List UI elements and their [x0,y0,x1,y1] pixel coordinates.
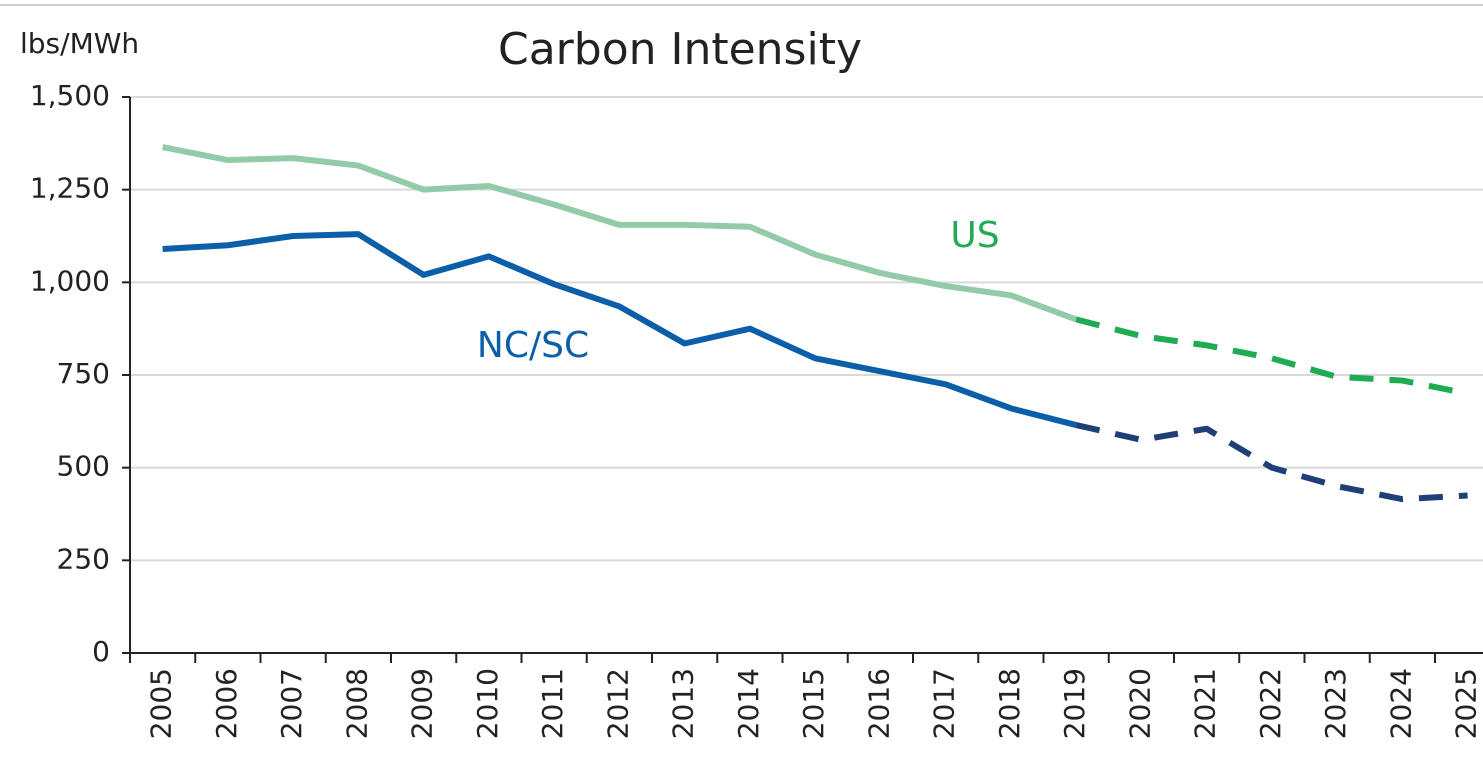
x-tick-label: 2012 [601,668,634,739]
x-tick-label: 2016 [862,668,895,739]
x-tick-label: 2023 [1319,668,1352,739]
x-tick-label: 2008 [340,668,373,739]
x-tick-label: 2006 [210,668,243,739]
y-tick-label: 250 [57,542,110,575]
series-projection-line [1075,316,1469,397]
y-tick-label: 0 [92,635,110,668]
y-tick-label: 1,250 [30,172,110,205]
chart-title: Carbon Intensity [498,24,862,75]
series-label: NC/SC [477,325,589,366]
series-line [162,144,1078,323]
series-line [162,231,1077,428]
x-tick-label: 2010 [471,668,504,739]
x-tick-label: 2018 [993,668,1026,739]
x-tick-label: 2024 [1384,668,1417,739]
x-tick-label: 2021 [1189,668,1222,739]
x-tick-label: 2014 [732,668,765,739]
series-projection-line [1075,422,1468,503]
y-tick-label: 1,500 [30,79,110,112]
y-tick-label: 500 [57,450,110,483]
x-tick-label: 2025 [1450,668,1483,739]
x-tick-label: 2009 [406,668,439,739]
y-axis-label: lbs/MWh [20,27,139,60]
y-tick-label: 750 [57,357,110,390]
x-tick-label: 2007 [275,668,308,739]
x-tick-label: 2017 [928,668,961,739]
y-tick-label: 1,000 [30,264,110,297]
x-tick-label: 2019 [1058,668,1091,739]
x-tick-label: 2005 [145,668,178,739]
series-label: US [950,215,999,256]
x-tick-label: 2013 [667,668,700,739]
x-tick-label: 2020 [1123,668,1156,739]
x-tick-label: 2011 [536,668,569,739]
x-tick-label: 2015 [797,668,830,739]
x-tick-label: 2022 [1254,668,1287,739]
